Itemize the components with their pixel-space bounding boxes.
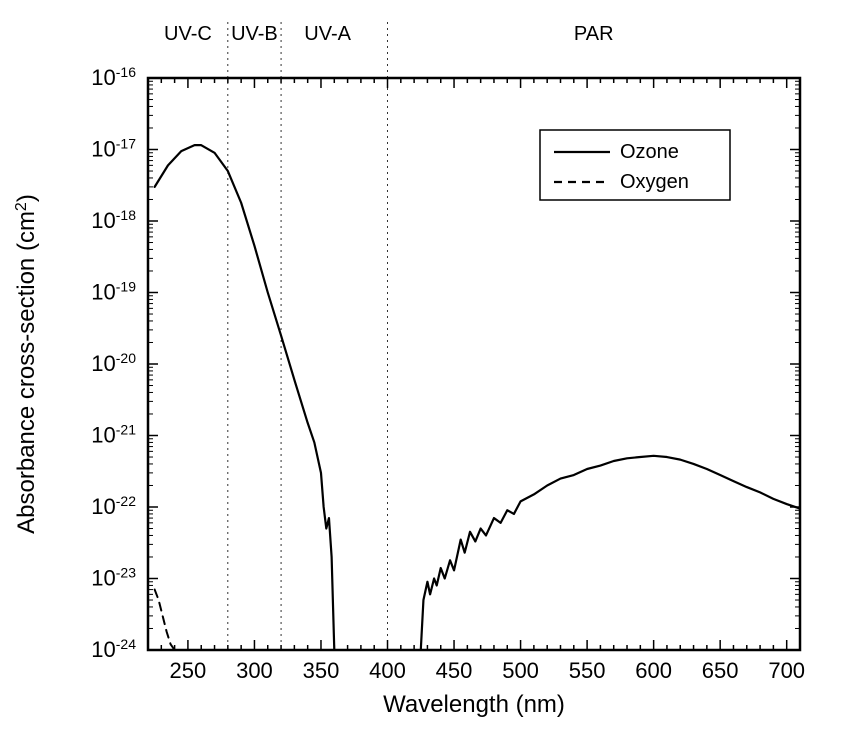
legend-label: Ozone	[620, 141, 679, 163]
x-axis-label: Wavelength (nm)	[383, 691, 565, 718]
y-axis-label: Absorbance cross-section (cm2)	[13, 194, 41, 534]
x-tick-label: 400	[369, 658, 406, 683]
region-label: UV-C	[164, 23, 212, 45]
absorbance-chart: UV-C UV-B UV-A PAR 250 300 350 400 450 500 550 600 6…	[0, 0, 850, 739]
x-tick-label: 450	[436, 658, 473, 683]
x-tick-label: 650	[702, 658, 739, 683]
chart-container: UV-C UV-B UV-A PAR 250 300 350 400 450 500 550 600 6…	[0, 0, 850, 739]
region-label: PAR	[574, 23, 614, 45]
region-label: UV-B	[231, 23, 278, 45]
x-tick-label: 700	[768, 658, 805, 683]
x-tick-label: 600	[635, 658, 672, 683]
x-tick-label: 250	[170, 658, 207, 683]
legend-label: Oxygen	[620, 171, 689, 193]
x-tick-label: 550	[569, 658, 606, 683]
region-label: UV-A	[304, 23, 351, 45]
svg-text:Absorbance cross-section (cm2): Absorbance cross-section (cm2)	[13, 194, 41, 534]
x-tick-label: 500	[502, 658, 539, 683]
legend: Ozone Oxygen	[540, 130, 730, 200]
x-tick-label: 350	[303, 658, 340, 683]
x-tick-label: 300	[236, 658, 273, 683]
